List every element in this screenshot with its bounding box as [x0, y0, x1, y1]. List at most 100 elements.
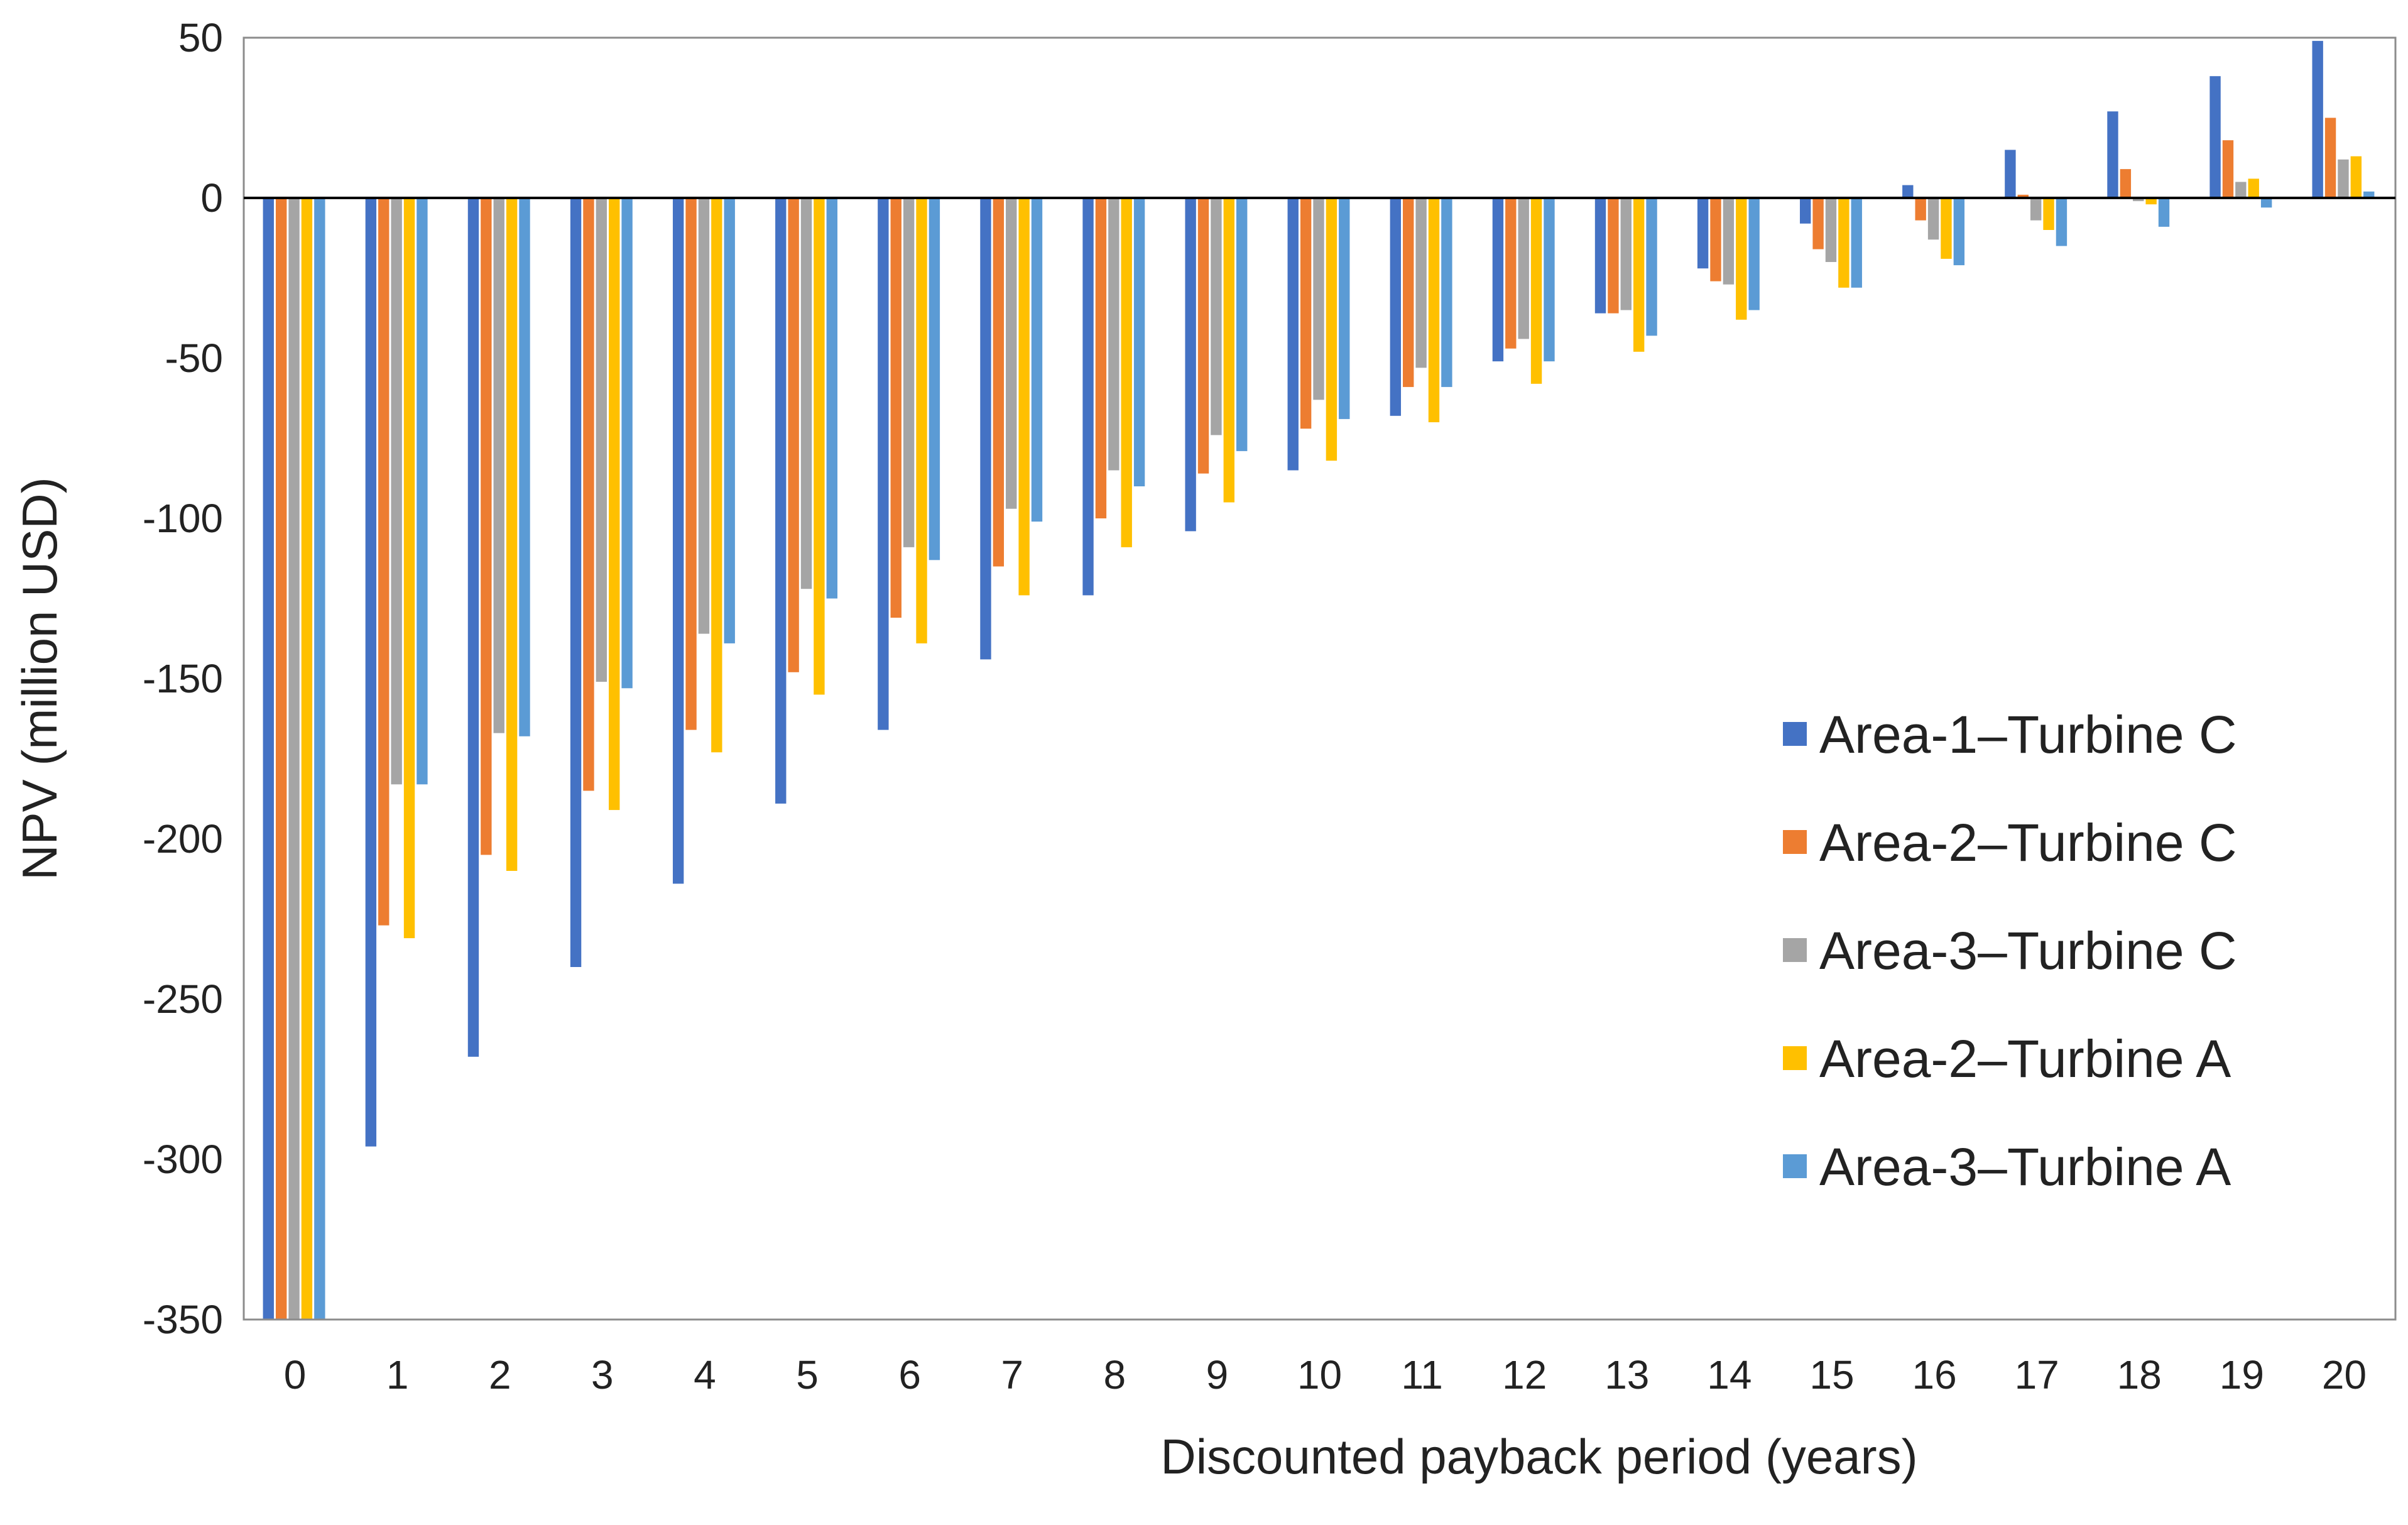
bar-series-2-year-2	[481, 198, 492, 855]
bar-series-1-year-2	[467, 198, 479, 1057]
bar-series-5-year-19	[2260, 198, 2272, 208]
bar-series-2-year-11	[1403, 198, 1414, 387]
bar-series-4-year-12	[1530, 198, 1542, 384]
x-tick-label: 10	[1297, 1352, 1342, 1397]
bar-series-3-year-20	[2338, 159, 2349, 198]
y-tick-label: -200	[143, 816, 223, 861]
bar-series-2-year-12	[1505, 198, 1517, 349]
bar-series-3-year-8	[1108, 198, 1120, 471]
y-tick-label: -350	[143, 1297, 223, 1342]
bar-series-3-year-6	[903, 198, 915, 547]
bar-series-1-year-9	[1185, 198, 1196, 532]
bars-layer	[263, 41, 2375, 1320]
bar-series-4-year-0	[301, 198, 313, 1320]
bar-series-5-year-13	[1646, 198, 1657, 336]
x-tick-label: 6	[898, 1352, 921, 1397]
y-axis-title: NPV (million USD)	[12, 477, 67, 880]
legend-swatch	[1783, 1046, 1807, 1070]
x-tick-labels: 0 1 2 3 4 5 6 7 8 9 10 11 12 13 14 15 16 17 18 19 20	[284, 1352, 2367, 1397]
bar-series-5-year-3	[621, 198, 633, 689]
bar-series-2-year-6	[890, 198, 902, 618]
bar-series-5-year-5	[826, 198, 837, 599]
bar-series-4-year-16	[1941, 198, 1952, 259]
bar-series-2-year-4	[685, 198, 697, 730]
bar-series-4-year-11	[1428, 198, 1440, 422]
legend-label: Area-3–Turbine C	[1819, 921, 2237, 980]
bar-series-1-year-12	[1492, 198, 1504, 362]
x-tick-label: 0	[284, 1352, 307, 1397]
bar-series-4-year-4	[711, 198, 722, 753]
legend-label: Area-3–Turbine A	[1819, 1137, 2231, 1196]
bar-series-4-year-3	[609, 198, 620, 811]
legend: Area-1–Turbine C Area-2–Turbine C Area-3–T…	[1783, 705, 2237, 1196]
x-tick-label: 9	[1206, 1352, 1229, 1397]
bar-series-5-year-2	[519, 198, 530, 736]
y-tick-label: 0	[200, 175, 223, 221]
bar-series-4-year-9	[1223, 198, 1234, 503]
bar-series-2-year-5	[788, 198, 799, 672]
bar-series-5-year-6	[929, 198, 940, 560]
bar-series-5-year-14	[1748, 198, 1760, 310]
x-tick-label: 16	[1912, 1352, 1956, 1397]
bar-series-3-year-19	[2235, 182, 2247, 198]
bar-series-1-year-15	[1800, 198, 1811, 224]
bar-series-5-year-16	[1953, 198, 1965, 266]
bar-series-2-year-10	[1300, 198, 1312, 429]
bar-series-4-year-7	[1018, 198, 1030, 596]
bar-series-5-year-9	[1236, 198, 1248, 451]
bar-series-1-year-11	[1390, 198, 1402, 416]
legend-swatch	[1783, 722, 1807, 746]
x-tick-label: 2	[489, 1352, 511, 1397]
bar-series-3-year-16	[1927, 198, 1939, 240]
bar-series-4-year-1	[403, 198, 415, 939]
bar-series-4-year-17	[2043, 198, 2054, 230]
bar-series-2-year-17	[2017, 194, 2029, 198]
bar-series-1-year-5	[775, 198, 787, 804]
bar-series-4-year-18	[2145, 198, 2157, 205]
bar-series-5-year-8	[1133, 198, 1145, 486]
x-tick-label: 1	[386, 1352, 409, 1397]
bar-series-1-year-10	[1287, 198, 1299, 471]
x-tick-label: 13	[1604, 1352, 1649, 1397]
bar-series-3-year-10	[1313, 198, 1324, 400]
bar-series-4-year-8	[1121, 198, 1132, 547]
bar-series-3-year-0	[288, 198, 300, 1320]
bar-series-3-year-3	[596, 198, 607, 682]
x-tick-label: 7	[1001, 1352, 1023, 1397]
y-tick-label: -300	[143, 1137, 223, 1182]
bar-series-3-year-18	[2133, 198, 2144, 202]
bar-series-1-year-3	[570, 198, 582, 967]
bar-series-5-year-1	[417, 198, 428, 785]
bar-series-3-year-15	[1825, 198, 1837, 262]
bar-series-5-year-20	[2363, 191, 2375, 198]
bar-series-2-year-19	[2222, 140, 2234, 198]
bar-series-4-year-2	[506, 198, 518, 871]
bar-series-3-year-7	[1006, 198, 1017, 509]
x-tick-label: 18	[2117, 1352, 2162, 1397]
x-tick-label: 17	[2015, 1352, 2059, 1397]
bar-series-1-year-14	[1697, 198, 1709, 269]
x-tick-label: 12	[1502, 1352, 1547, 1397]
bar-series-5-year-0	[314, 198, 325, 1320]
legend-swatch	[1783, 830, 1807, 854]
bar-series-2-year-9	[1197, 198, 1209, 474]
bar-series-1-year-7	[980, 198, 991, 660]
bar-series-3-year-5	[800, 198, 812, 589]
plot-frame	[242, 36, 2397, 1321]
legend-label: Area-2–Turbine C	[1819, 813, 2237, 872]
legend-label: Area-2–Turbine A	[1819, 1029, 2231, 1088]
bar-series-1-year-18	[2107, 111, 2118, 198]
y-tick-label: -50	[165, 336, 224, 381]
bar-series-3-year-13	[1620, 198, 1632, 310]
bar-series-1-year-8	[1082, 198, 1094, 596]
bar-series-5-year-11	[1441, 198, 1452, 387]
bar-series-4-year-13	[1633, 198, 1645, 352]
bar-series-2-year-3	[583, 198, 594, 791]
bar-series-5-year-17	[2056, 198, 2068, 246]
bar-series-4-year-10	[1326, 198, 1337, 461]
bar-series-1-year-17	[2005, 150, 2016, 198]
bar-series-4-year-15	[1838, 198, 1850, 288]
bar-series-5-year-15	[1851, 198, 1862, 288]
bar-series-4-year-6	[916, 198, 927, 643]
